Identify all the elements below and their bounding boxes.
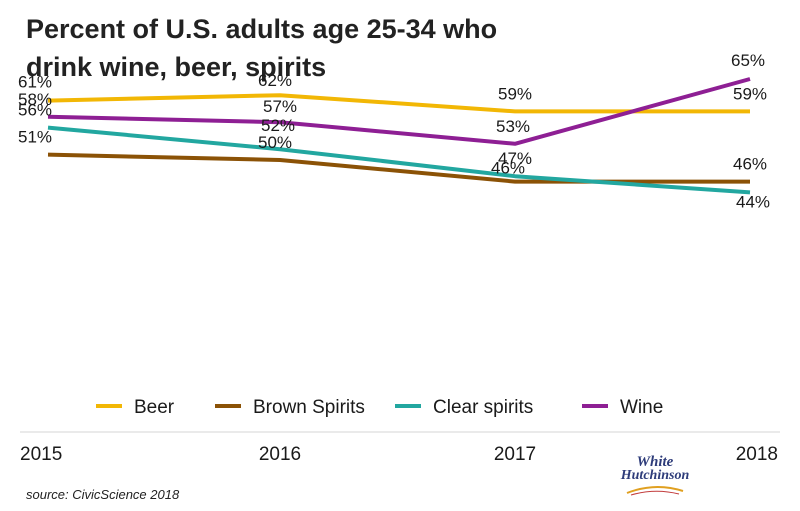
- chart-title-line-1: Percent of U.S. adults age 25-34 who: [26, 14, 498, 44]
- company-logo: White Hutchinson: [620, 455, 690, 505]
- series-line-clear-spirits: [47, 125, 751, 195]
- data-label-clear-spirits-2015: 56%: [18, 101, 52, 120]
- x-tick-label-2016: 2016: [259, 444, 301, 465]
- legend-label-brown-spirits: Brown Spirits: [253, 397, 365, 418]
- chart-title: Percent of U.S. adults age 25-34 who dri…: [26, 10, 586, 86]
- data-label-brown-spirits-2018: 46%: [733, 155, 767, 174]
- x-tick-label-2017: 2017: [494, 444, 536, 465]
- legend-label-beer: Beer: [134, 397, 175, 418]
- data-label-brown-spirits-2017: 46%: [491, 159, 525, 178]
- data-label-beer-2018: 59%: [733, 84, 767, 103]
- data-label-beer-2015: 61%: [18, 73, 52, 92]
- data-label-wine-2017: 53%: [496, 117, 530, 136]
- logo-text-line-2: Hutchinson: [620, 468, 690, 483]
- series-line-brown-spirits: [47, 152, 750, 184]
- data-label-clear-spirits-2017: 47%: [498, 149, 532, 168]
- logo-text-line-1: White: [636, 454, 674, 470]
- x-tick-label-2018: 2018: [736, 444, 778, 465]
- logo-swoosh-icon: [626, 486, 684, 496]
- series-line-wine: [47, 77, 751, 146]
- data-label-brown-spirits-2015: 51%: [18, 128, 52, 147]
- chart-title-line-2: drink wine, beer, spirits: [26, 52, 327, 82]
- legend-label-clear-spirits: Clear spirits: [433, 397, 533, 418]
- data-label-wine-2016: 57%: [263, 97, 297, 116]
- data-label-brown-spirits-2016: 50%: [258, 133, 292, 152]
- data-label-beer-2017: 59%: [498, 84, 532, 103]
- data-label-wine-2015: 58%: [18, 90, 52, 109]
- source-note: source: CivicScience 2018: [26, 487, 180, 502]
- data-label-clear-spirits-2018: 44%: [736, 192, 770, 211]
- data-label-beer-2016: 62%: [258, 71, 292, 90]
- data-label-wine-2018: 65%: [731, 51, 765, 70]
- legend-label-wine: Wine: [620, 397, 663, 418]
- data-label-clear-spirits-2016: 52%: [261, 116, 295, 135]
- x-tick-label-2015: 2015: [20, 444, 62, 465]
